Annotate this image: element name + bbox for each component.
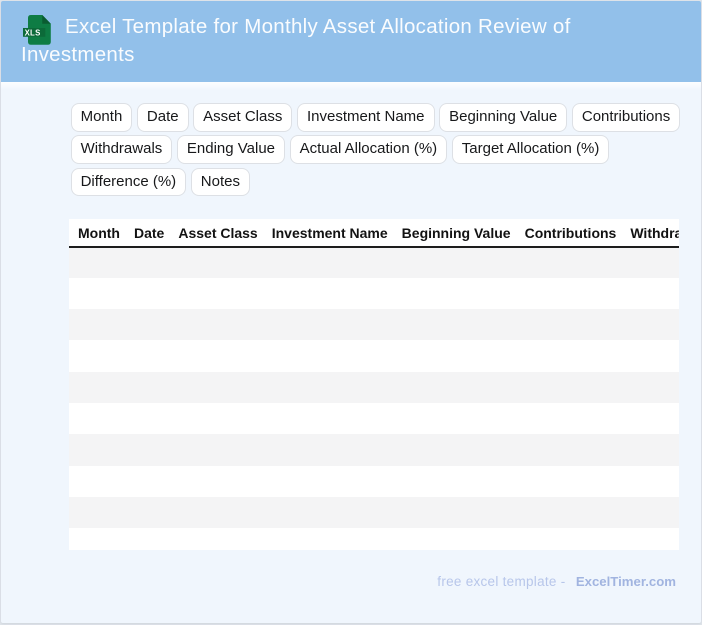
svg-text:XLS: XLS — [24, 28, 40, 37]
